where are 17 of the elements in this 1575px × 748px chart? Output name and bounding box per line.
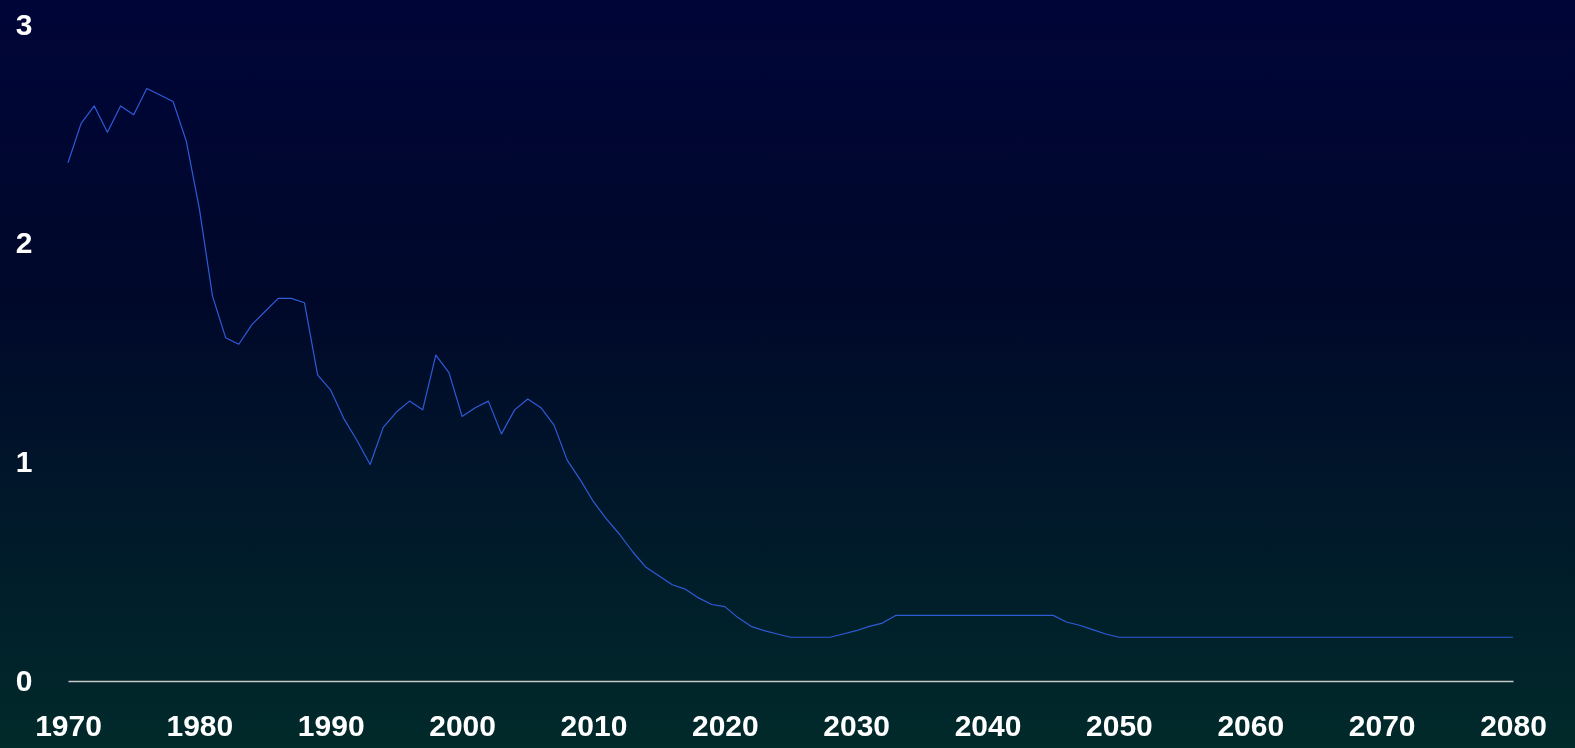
x-tick-label: 2030 [823, 708, 891, 742]
x-tick-label: 2080 [1480, 708, 1547, 742]
x-tick-label: 2000 [429, 708, 496, 742]
x-tick-label: 2070 [1348, 708, 1416, 742]
x-tick-label: 2060 [1217, 708, 1285, 742]
x-tick-label: 2010 [560, 708, 628, 742]
line-series [67, 87, 1514, 638]
y-tick-label: 2 [15, 226, 33, 260]
x-tick-label: 2050 [1086, 708, 1153, 742]
y-tick-label: 3 [15, 7, 33, 41]
y-tick-label: 0 [15, 663, 33, 697]
x-tick-label: 1980 [166, 708, 234, 742]
x-tick-label: 1970 [35, 708, 102, 742]
x-tick-label: 2020 [691, 708, 759, 742]
x-tick-label: 2040 [954, 708, 1022, 742]
y-tick-label: 1 [15, 444, 33, 478]
x-tick-label: 1990 [297, 708, 365, 742]
